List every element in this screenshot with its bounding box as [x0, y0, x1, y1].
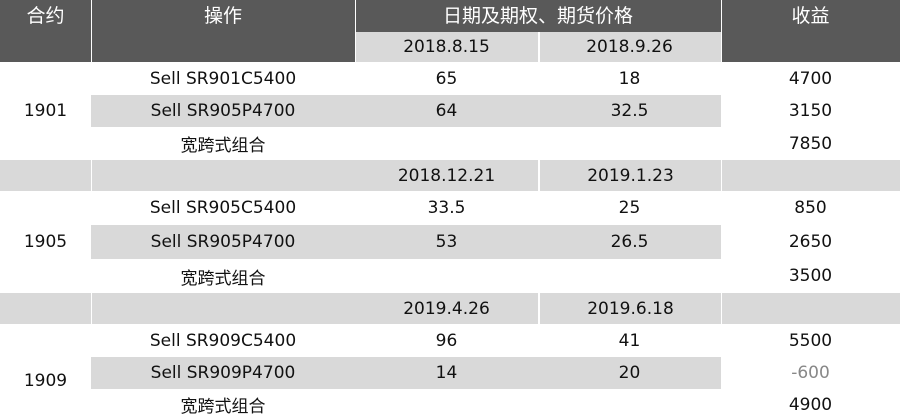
profit-cell: 4900	[788, 394, 833, 415]
price-cell: 20	[538, 357, 721, 389]
header-divider	[721, 0, 722, 62]
band-spacer	[0, 293, 91, 324]
price-cell: 96	[435, 330, 458, 351]
band-spacer	[722, 160, 900, 191]
profit-cell: 3150	[788, 101, 833, 121]
date-1905-1: 2018.12.21	[355, 160, 538, 191]
profit-cell: 850	[794, 198, 827, 218]
operation-cell: Sell SR909P4700	[91, 357, 355, 389]
header-divider	[91, 0, 92, 62]
operation-cell: Sell SR905P4700	[91, 225, 355, 259]
operation-cell: Sell SR905C5400	[149, 198, 297, 218]
price-cell: 25	[618, 198, 641, 218]
contract-1909: 1909	[23, 371, 68, 391]
price-cell: 32.5	[538, 95, 721, 127]
operation-cell: 宽跨式组合	[180, 397, 266, 417]
price-cell: 53	[355, 225, 538, 259]
profit-cell: 3500	[788, 266, 833, 286]
header-contract: 合约	[0, 0, 91, 62]
band-spacer	[92, 293, 355, 324]
header-divider	[355, 0, 356, 62]
profit-cell: 4700	[788, 68, 833, 89]
profit-cell-negative: -600	[791, 363, 830, 383]
price-cell: 26.5	[538, 225, 721, 259]
date-1905-2: 2019.1.23	[540, 160, 721, 191]
operation-cell: 宽跨式组合	[180, 136, 266, 156]
profit-cell: 2650	[788, 232, 833, 252]
header-prices: 日期及期权、期货价格	[355, 0, 721, 32]
price-cell: 33.5	[427, 198, 466, 218]
header-divider	[538, 32, 540, 62]
date-1909-1: 2019.4.26	[355, 293, 538, 324]
operation-cell: Sell SR909C5400	[149, 330, 297, 351]
operation-cell: Sell SR905P4700	[91, 95, 355, 127]
contract-1905: 1905	[23, 232, 68, 252]
band-spacer	[722, 293, 900, 324]
band-spacer	[0, 160, 91, 191]
band-spacer	[92, 160, 355, 191]
operation-cell: 宽跨式组合	[180, 268, 266, 289]
date-1909-2: 2019.6.18	[540, 293, 721, 324]
price-cell: 64	[355, 95, 538, 127]
price-cell: 65	[435, 68, 458, 89]
header-profit: 收益	[721, 0, 900, 62]
price-cell: 14	[355, 357, 538, 389]
date-1901-1: 2018.8.15	[355, 32, 538, 62]
date-1901-2: 2018.9.26	[538, 32, 721, 62]
contract-1901: 1901	[23, 101, 68, 121]
price-cell: 41	[618, 330, 641, 351]
operation-cell: Sell SR901C5400	[149, 68, 297, 89]
price-cell: 18	[618, 68, 641, 89]
profit-cell: 7850	[788, 133, 833, 154]
header-operation: 操作	[91, 0, 355, 62]
profit-cell: 5500	[788, 330, 833, 351]
